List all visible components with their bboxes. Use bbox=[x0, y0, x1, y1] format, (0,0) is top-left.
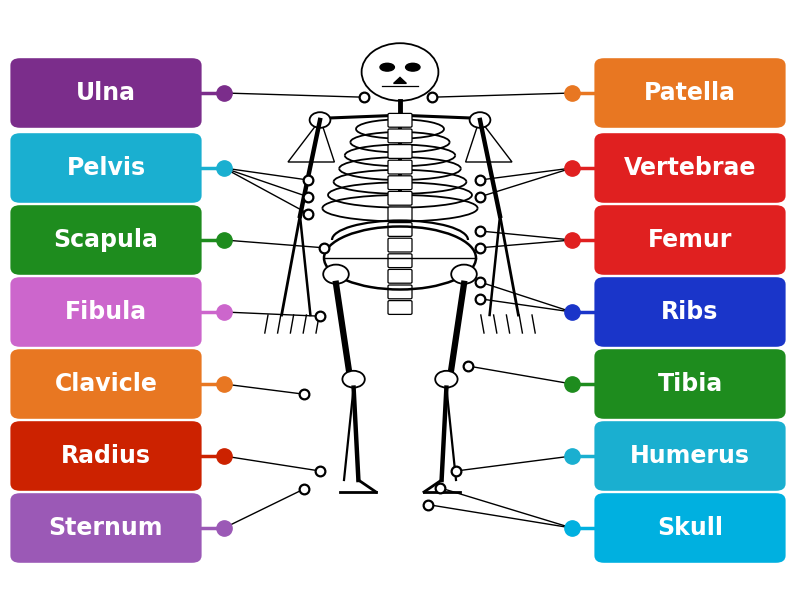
FancyBboxPatch shape bbox=[388, 129, 412, 143]
Polygon shape bbox=[466, 120, 512, 162]
FancyBboxPatch shape bbox=[388, 113, 412, 127]
FancyBboxPatch shape bbox=[10, 205, 202, 275]
FancyBboxPatch shape bbox=[594, 493, 786, 563]
Text: Scapula: Scapula bbox=[54, 228, 158, 252]
Text: Sternum: Sternum bbox=[49, 516, 163, 540]
Circle shape bbox=[362, 43, 438, 101]
Text: Tibia: Tibia bbox=[658, 372, 722, 396]
FancyBboxPatch shape bbox=[594, 349, 786, 419]
FancyBboxPatch shape bbox=[388, 191, 412, 205]
FancyBboxPatch shape bbox=[10, 277, 202, 347]
FancyBboxPatch shape bbox=[594, 205, 786, 275]
Ellipse shape bbox=[380, 64, 394, 71]
FancyBboxPatch shape bbox=[10, 58, 202, 128]
Text: Vertebrae: Vertebrae bbox=[624, 156, 756, 180]
Text: Ulna: Ulna bbox=[76, 81, 136, 105]
FancyBboxPatch shape bbox=[388, 269, 412, 283]
Circle shape bbox=[470, 112, 490, 128]
Text: Patella: Patella bbox=[644, 81, 736, 105]
Text: Fibula: Fibula bbox=[65, 300, 147, 324]
FancyBboxPatch shape bbox=[10, 349, 202, 419]
Polygon shape bbox=[288, 120, 334, 162]
Circle shape bbox=[451, 265, 477, 284]
Text: Clavicle: Clavicle bbox=[54, 372, 158, 396]
FancyBboxPatch shape bbox=[388, 223, 412, 236]
FancyBboxPatch shape bbox=[594, 133, 786, 203]
Ellipse shape bbox=[406, 64, 420, 71]
FancyBboxPatch shape bbox=[388, 301, 412, 314]
FancyBboxPatch shape bbox=[388, 207, 412, 221]
FancyBboxPatch shape bbox=[594, 277, 786, 347]
FancyBboxPatch shape bbox=[388, 238, 412, 252]
FancyBboxPatch shape bbox=[388, 254, 412, 268]
Circle shape bbox=[323, 265, 349, 284]
FancyBboxPatch shape bbox=[594, 58, 786, 128]
Circle shape bbox=[310, 112, 330, 128]
FancyBboxPatch shape bbox=[388, 145, 412, 158]
Text: Humerus: Humerus bbox=[630, 444, 750, 468]
Circle shape bbox=[435, 371, 458, 388]
FancyBboxPatch shape bbox=[10, 133, 202, 203]
FancyBboxPatch shape bbox=[388, 285, 412, 299]
FancyBboxPatch shape bbox=[10, 421, 202, 491]
Polygon shape bbox=[394, 77, 406, 83]
Text: Pelvis: Pelvis bbox=[66, 156, 146, 180]
FancyBboxPatch shape bbox=[388, 160, 412, 174]
Text: Radius: Radius bbox=[61, 444, 151, 468]
FancyBboxPatch shape bbox=[10, 493, 202, 563]
FancyBboxPatch shape bbox=[594, 421, 786, 491]
Circle shape bbox=[342, 371, 365, 388]
Text: Femur: Femur bbox=[648, 228, 732, 252]
Text: Ribs: Ribs bbox=[662, 300, 718, 324]
Text: Skull: Skull bbox=[657, 516, 723, 540]
FancyBboxPatch shape bbox=[388, 176, 412, 190]
